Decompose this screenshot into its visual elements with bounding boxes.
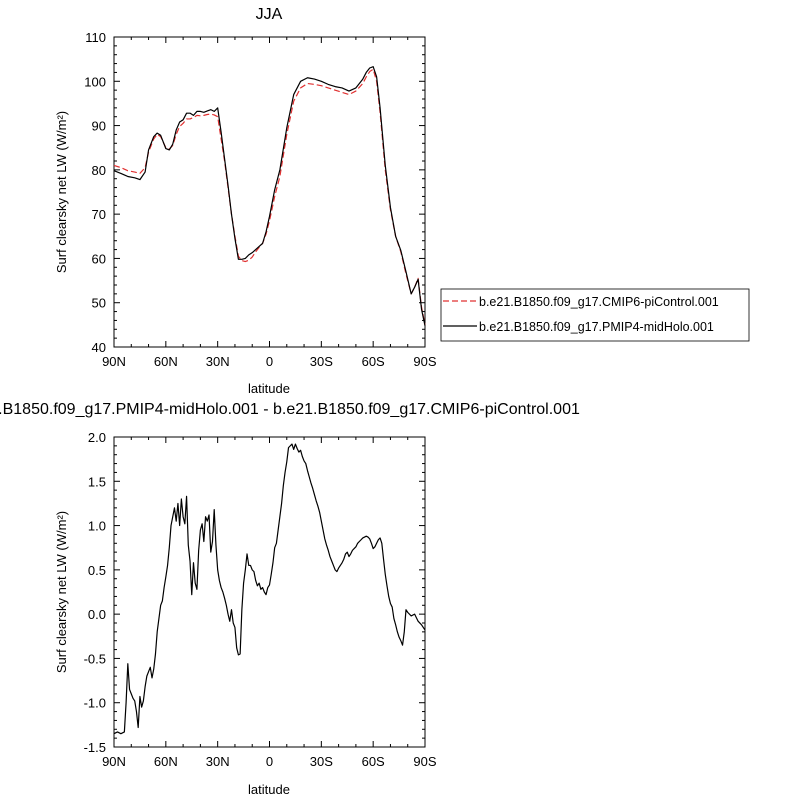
- y-tick-label: 60: [92, 251, 106, 266]
- bottom-chart: b.e21.B1850.f09_g17.PMIP4-midHolo.001 - …: [0, 401, 580, 797]
- x-tick-label: 60S: [362, 754, 385, 769]
- y-tick-label: 70: [92, 207, 106, 222]
- y-tick-label: -1.0: [84, 696, 106, 711]
- bottom-y-axis-label: Surf clearsky net LW (W/m²): [54, 511, 69, 673]
- series-line-0: [113, 443, 426, 735]
- y-tick-label: 50: [92, 296, 106, 311]
- y-tick-label: 40: [92, 340, 106, 355]
- y-tick-label: 80: [92, 163, 106, 178]
- x-tick-label: 30S: [310, 754, 333, 769]
- y-tick-label: 90: [92, 119, 106, 134]
- x-tick-label: 90S: [413, 754, 436, 769]
- top-y-axis-label: Surf clearsky net LW (W/m²): [54, 111, 69, 273]
- y-tick-label: 1.0: [88, 519, 106, 534]
- legend: b.e21.B1850.f09_g17.CMIP6-piControl.001 …: [440, 288, 750, 342]
- y-tick-label: -0.5: [84, 651, 106, 666]
- legend-box: [440, 288, 750, 342]
- top-ticks: 90N 60N 30N 0 30S 60S 90S 40 50 60 70 80 90 100 110: [84, 30, 437, 369]
- legend-entry-picontrol: b.e21.B1850.f09_g17.CMIP6-piControl.001: [479, 295, 719, 309]
- top-series-lines: [113, 66, 426, 326]
- x-tick-label: 30S: [310, 354, 333, 369]
- x-tick-label: 30N: [206, 354, 230, 369]
- series-line-1: [113, 66, 426, 326]
- top-chart-title: JJA: [256, 6, 283, 23]
- y-tick-label: 1.5: [88, 474, 106, 489]
- x-tick-label: 0: [266, 354, 273, 369]
- legend-entry-midholo: b.e21.B1850.f09_g17.PMIP4-midHolo.001: [479, 320, 714, 334]
- x-tick-label: 60S: [362, 354, 385, 369]
- bottom-chart-title: b.e21.B1850.f09_g17.PMIP4-midHolo.001 - …: [0, 401, 580, 418]
- x-tick-label: 90N: [102, 354, 126, 369]
- y-tick-label: 100: [84, 74, 106, 89]
- y-tick-label: 110: [85, 30, 106, 45]
- x-tick-label: 90N: [102, 754, 126, 769]
- x-tick-label: 90S: [413, 354, 436, 369]
- y-tick-label: 0.0: [88, 607, 106, 622]
- bottom-series-lines: [113, 443, 426, 735]
- top-chart: JJA 90N 60N 30N 0 30S 60S 90S 40 50 60 70 80 90 100 11…: [54, 6, 750, 396]
- x-tick-label: 30N: [206, 754, 230, 769]
- bottom-ticks: 90N 60N 30N 0 30S 60S 90S -1.5 -1.0 -0.5 0.0 0.5 1.0…: [84, 430, 437, 769]
- x-tick-label: 60N: [154, 354, 178, 369]
- y-tick-label: 2.0: [88, 430, 106, 445]
- bottom-x-axis-label: latitude: [248, 782, 290, 797]
- x-tick-label: 0: [266, 754, 273, 769]
- x-tick-label: 60N: [154, 754, 178, 769]
- y-tick-label: 0.5: [88, 563, 106, 578]
- y-tick-label: -1.5: [84, 740, 106, 755]
- top-x-axis-label: latitude: [248, 381, 290, 396]
